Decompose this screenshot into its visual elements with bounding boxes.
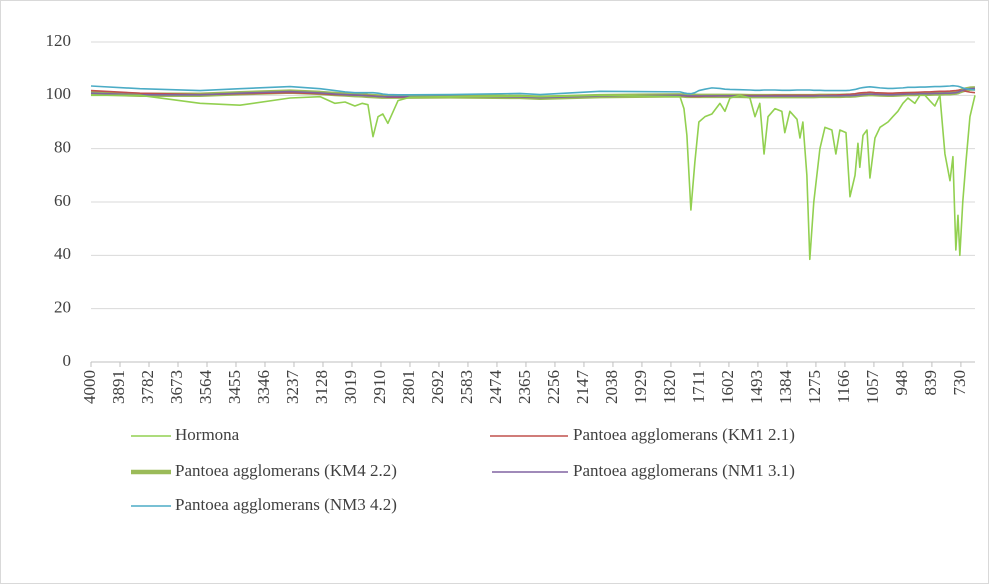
x-tick-label: 2038 — [602, 370, 621, 404]
x-tick-label: 3673 — [167, 370, 186, 404]
x-tick-label: 2583 — [457, 370, 476, 404]
y-tick-label: 100 — [46, 84, 72, 103]
x-tick-label: 3346 — [254, 370, 273, 404]
legend-label: Pantoea agglomerans (KM1 2.1) — [573, 425, 795, 444]
x-tick-label: 3891 — [109, 370, 128, 404]
y-tick-label: 60 — [54, 191, 71, 210]
x-tick-label: 1384 — [776, 370, 795, 405]
x-tick-label: 948 — [892, 370, 911, 396]
x-tick-label: 1711 — [689, 370, 708, 403]
x-tick-label: 4000 — [80, 370, 99, 404]
x-tick-label: 2801 — [399, 370, 418, 404]
legend-label: Pantoea agglomerans (NM1 3.1) — [573, 461, 795, 480]
x-tick-label: 2256 — [544, 370, 563, 404]
x-tick-label: 3128 — [312, 370, 331, 404]
x-tick-label: 3455 — [225, 370, 244, 404]
x-tick-label: 3019 — [341, 370, 360, 404]
x-tick-label: 1057 — [863, 370, 882, 405]
series-line — [90, 84, 976, 96]
x-tick-label: 1929 — [631, 370, 650, 404]
y-tick-label: 0 — [63, 351, 72, 370]
y-tick-label: 20 — [54, 298, 71, 317]
x-tick-label: 1166 — [834, 370, 853, 403]
x-tick-label: 730 — [950, 370, 969, 396]
x-tick-label: 2147 — [573, 370, 592, 405]
y-tick-label: 120 — [46, 31, 72, 50]
x-tick-label: 1275 — [805, 370, 824, 404]
x-tick-label: 1493 — [747, 370, 766, 404]
x-tick-label: 3564 — [196, 370, 215, 405]
y-tick-label: 40 — [54, 244, 71, 263]
x-tick-label: 1820 — [660, 370, 679, 404]
x-tick-label: 2474 — [486, 370, 505, 405]
series-line — [90, 87, 976, 99]
legend-label: Hormona — [175, 425, 240, 444]
series-line — [91, 94, 976, 261]
legend-label: Pantoea agglomerans (KM4 2.2) — [175, 461, 397, 480]
x-tick-label: 839 — [921, 370, 940, 396]
x-tick-label: 2910 — [370, 370, 389, 404]
x-tick-label: 3237 — [283, 370, 302, 405]
x-tick-label: 2365 — [515, 370, 534, 404]
x-tick-label: 3782 — [138, 370, 157, 404]
y-tick-label: 80 — [54, 138, 71, 157]
legend-label: Pantoea agglomerans (NM3 4.2) — [175, 495, 397, 514]
x-tick-label: 2692 — [428, 370, 447, 404]
x-tick-label: 1602 — [718, 370, 737, 404]
